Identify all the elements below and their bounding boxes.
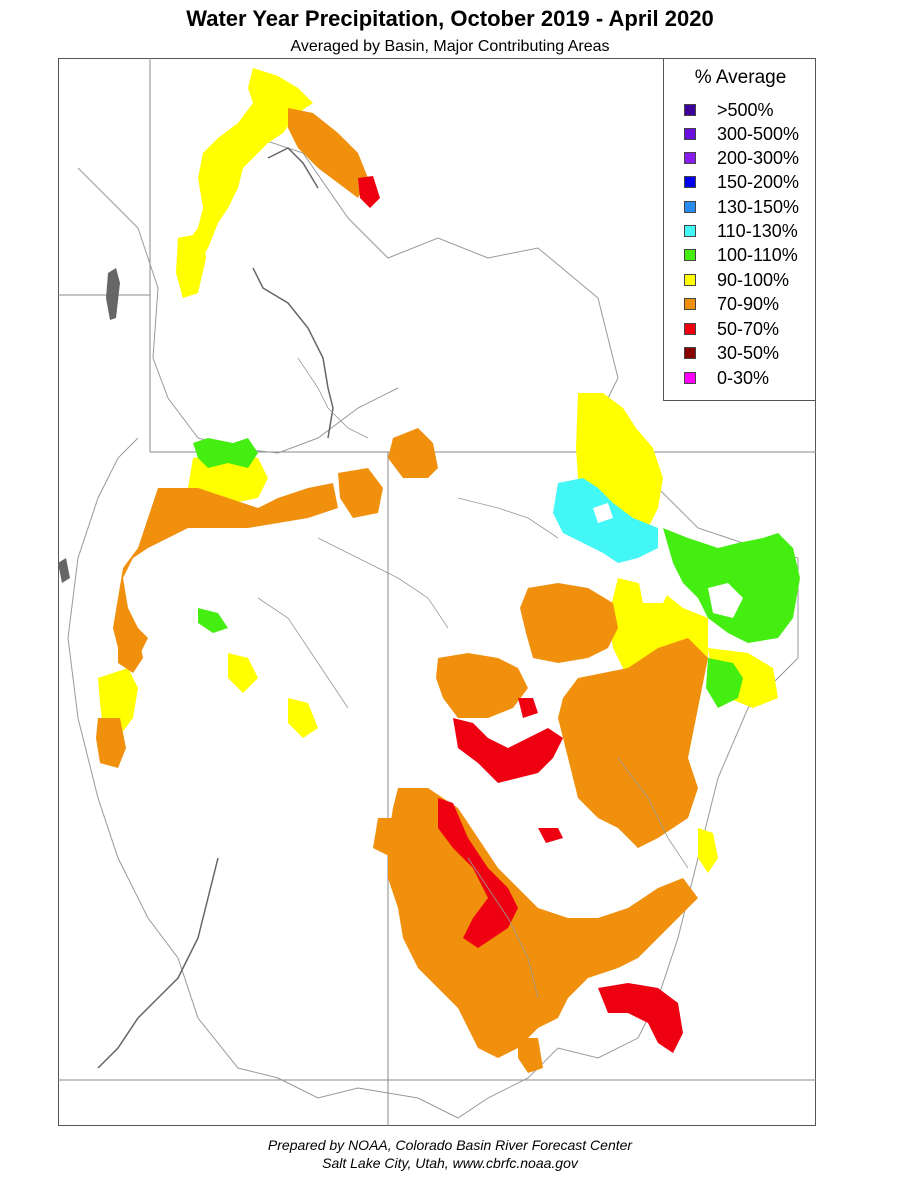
legend-swatch — [684, 176, 696, 188]
legend-label: 30-50% — [717, 342, 780, 363]
legend-item: 100-110% — [684, 243, 798, 267]
legend-label: 70-90% — [717, 293, 780, 314]
legend-swatch — [684, 152, 696, 164]
legend-swatch — [684, 372, 696, 384]
zone-100-110 — [193, 438, 800, 708]
state-boundaries — [58, 58, 816, 1126]
legend-title: % Average — [694, 67, 787, 88]
legend-swatch — [684, 249, 696, 261]
streams — [257, 357, 689, 999]
credit-line-2: Salt Lake City, Utah, www.cbrfc.noaa.gov — [322, 1155, 578, 1171]
legend-label: 110-130% — [717, 220, 798, 241]
legend-label: 150-200% — [717, 171, 800, 192]
zone-holes — [593, 503, 743, 618]
legend-swatch — [684, 323, 696, 335]
legend-label: >500% — [717, 99, 774, 120]
legend-label: 200-300% — [717, 147, 800, 168]
legend-item: 130-150% — [684, 195, 799, 219]
legend-item: 300-500% — [684, 122, 799, 146]
legend-label: 130-150% — [717, 196, 800, 217]
reservoir-2 — [58, 558, 70, 583]
legend-swatch — [684, 225, 696, 237]
legend-item: 70-90% — [684, 292, 779, 316]
basin-outline-north — [77, 167, 399, 454]
legend-label: 90-100% — [717, 269, 790, 290]
legend-item: 90-100% — [684, 268, 789, 292]
legend-item: 50-70% — [684, 317, 779, 341]
legend-swatch — [684, 128, 696, 140]
credit-line-1: Prepared by NOAA, Colorado Basin River F… — [267, 1137, 633, 1153]
legend-swatch — [684, 298, 696, 310]
reservoir — [106, 268, 120, 320]
legend-item: 0-30% — [684, 366, 769, 390]
legend-item: 110-130% — [684, 219, 798, 243]
legend-swatch — [684, 104, 696, 116]
legend-swatch — [684, 201, 696, 213]
legend: % Average >500% 300-500% 200-300% 150-20… — [663, 58, 816, 401]
legend-item: 200-300% — [684, 146, 799, 170]
legend-label: 300-500% — [717, 123, 800, 144]
legend-item: 30-50% — [684, 341, 779, 365]
map-subtitle: Averaged by Basin, Major Contributing Ar… — [290, 38, 610, 55]
legend-swatch — [684, 347, 696, 359]
legend-item: >500% — [684, 98, 774, 122]
legend-label: 50-70% — [717, 318, 780, 339]
map-title: Water Year Precipitation, October 2019 -… — [186, 6, 714, 31]
credit: Prepared by NOAA, Colorado Basin River F… — [0, 1136, 900, 1172]
precipitation-map — [58, 58, 816, 1126]
legend-label: 100-110% — [717, 244, 798, 265]
legend-label: 0-30% — [717, 367, 770, 388]
legend-item: 150-200% — [684, 170, 799, 194]
legend-swatch — [684, 274, 696, 286]
rivers — [97, 147, 334, 1069]
